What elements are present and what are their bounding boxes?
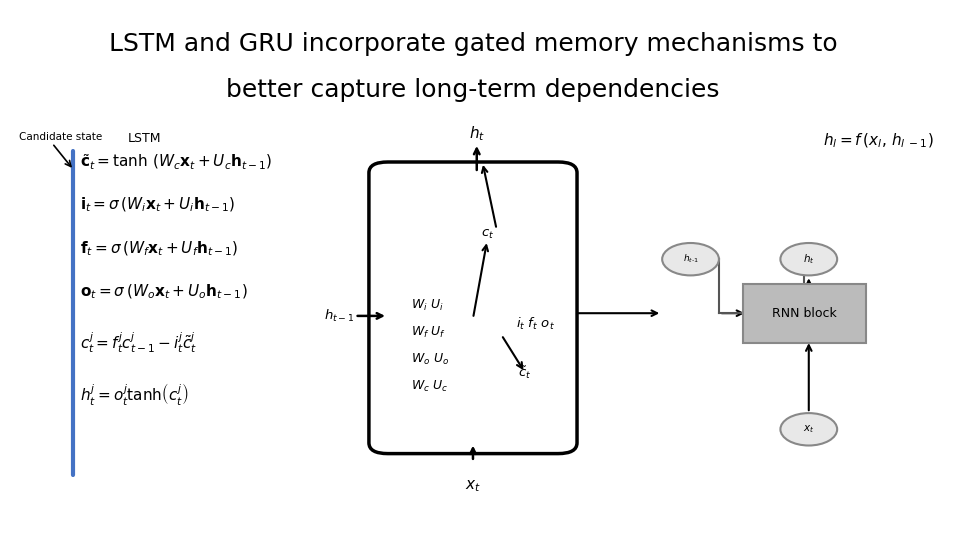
Text: $W_o\ U_o$: $W_o\ U_o$: [412, 352, 449, 367]
Text: $\mathbf{f}_t = \sigma\,(W_f\mathbf{x}_t + U_f\mathbf{h}_{t-1})$: $\mathbf{f}_t = \sigma\,(W_f\mathbf{x}_t…: [81, 239, 239, 258]
Text: $h_t^j = o_t^j \tanh\!\left(c_t^j\right)$: $h_t^j = o_t^j \tanh\!\left(c_t^j\right)…: [81, 381, 189, 407]
Text: $i_t\ f_t\ o_t$: $i_t\ f_t\ o_t$: [516, 316, 555, 332]
Text: RNN block: RNN block: [772, 307, 836, 320]
Text: better capture long-term dependencies: better capture long-term dependencies: [227, 78, 720, 102]
Text: $h_t$: $h_t$: [803, 252, 815, 266]
Text: $x_t$: $x_t$: [804, 423, 814, 435]
FancyBboxPatch shape: [369, 162, 577, 454]
Text: $W_i\ U_i$: $W_i\ U_i$: [412, 298, 444, 313]
Text: $c_t^j = f_t^j c_{t-1}^j - i_t^j \tilde{c}_t^j$: $c_t^j = f_t^j c_{t-1}^j - i_t^j \tilde{…: [81, 330, 198, 355]
Circle shape: [780, 243, 837, 275]
Text: $\tilde{\mathbf{c}}_t = \tanh\,(W_c\mathbf{x}_t + U_c\mathbf{h}_{t-1})$: $\tilde{\mathbf{c}}_t = \tanh\,(W_c\math…: [81, 152, 273, 172]
Text: $W_c\ U_c$: $W_c\ U_c$: [412, 379, 449, 394]
Text: $\tilde{c}_t$: $\tilde{c}_t$: [518, 364, 532, 381]
Circle shape: [780, 413, 837, 446]
Text: $\mathbf{o}_t = \sigma\,(W_o\mathbf{x}_t + U_o\mathbf{h}_{t-1})$: $\mathbf{o}_t = \sigma\,(W_o\mathbf{x}_t…: [81, 282, 249, 301]
Text: LSTM and GRU incorporate gated memory mechanisms to: LSTM and GRU incorporate gated memory me…: [108, 32, 837, 56]
Text: LSTM: LSTM: [128, 132, 161, 145]
Text: $h_l = f\,(x_l,\, h_{l\;-1})$: $h_l = f\,(x_l,\, h_{l\;-1})$: [823, 131, 934, 150]
FancyBboxPatch shape: [743, 284, 866, 343]
Circle shape: [662, 243, 719, 275]
Text: Candidate state: Candidate state: [19, 132, 102, 143]
Text: $h_{t\text{-}1}$: $h_{t\text{-}1}$: [683, 253, 699, 266]
Text: $h_{t-1}$: $h_{t-1}$: [324, 308, 355, 324]
Text: $W_f\ U_f$: $W_f\ U_f$: [412, 325, 446, 340]
Text: $\mathbf{i}_t = \sigma\,(W_i\mathbf{x}_t + U_i\mathbf{h}_{t-1})$: $\mathbf{i}_t = \sigma\,(W_i\mathbf{x}_t…: [81, 196, 236, 214]
Text: $x_t$: $x_t$: [465, 478, 481, 494]
Text: $h_t$: $h_t$: [468, 124, 485, 143]
Text: $c_t$: $c_t$: [481, 228, 493, 241]
